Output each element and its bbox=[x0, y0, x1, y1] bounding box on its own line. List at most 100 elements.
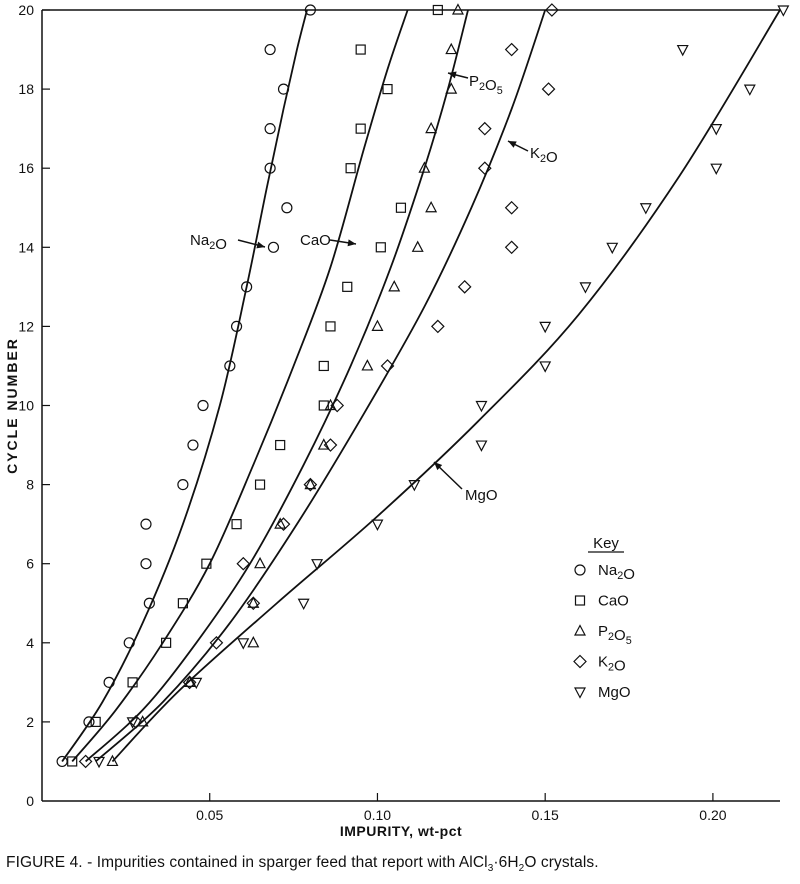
y-tick-label: 2 bbox=[26, 714, 34, 730]
data-point bbox=[545, 3, 559, 17]
data-point bbox=[504, 200, 519, 215]
y-axis-label: CYCLE NUMBER bbox=[4, 337, 20, 474]
x-tick-label: 0.10 bbox=[364, 807, 391, 823]
fit-curve bbox=[61, 9, 308, 762]
data-point bbox=[345, 163, 356, 174]
data-point bbox=[425, 200, 438, 213]
data-point bbox=[430, 319, 445, 334]
data-point bbox=[197, 399, 209, 412]
data-point bbox=[297, 598, 310, 611]
data-point bbox=[304, 4, 316, 16]
y-tick-label: 20 bbox=[18, 2, 34, 18]
y-tick-label: 6 bbox=[26, 556, 34, 572]
data-point bbox=[777, 5, 790, 17]
data-point bbox=[254, 556, 267, 569]
chart: 0 2 4 6 8 10 12 14 16 18 20 0.05 0.10 0.15 0.20 IMPURIT… bbox=[4, 2, 790, 839]
fit-curve bbox=[111, 9, 781, 763]
data-point bbox=[224, 360, 236, 372]
data-point bbox=[411, 240, 424, 252]
data-point bbox=[710, 124, 723, 136]
data-point bbox=[504, 42, 519, 57]
data-point bbox=[311, 559, 324, 571]
data-point bbox=[303, 477, 318, 492]
annotation-arrow-head bbox=[347, 239, 356, 247]
data-point bbox=[246, 596, 261, 611]
data-point bbox=[230, 320, 243, 332]
curve-label: CaO bbox=[300, 232, 331, 249]
data-point bbox=[90, 716, 101, 728]
data-point bbox=[140, 558, 152, 570]
x-tick-label: 0.20 bbox=[699, 807, 726, 823]
annotation-arrow-head bbox=[256, 241, 265, 249]
data-point bbox=[541, 82, 556, 96]
data-point bbox=[247, 596, 260, 608]
y-tick-label: 0 bbox=[26, 793, 34, 809]
curve-label: P2O5 bbox=[469, 73, 503, 97]
data-point bbox=[103, 676, 115, 688]
data-point bbox=[67, 756, 78, 767]
y-tick-label: 10 bbox=[18, 398, 34, 414]
data-point bbox=[275, 439, 286, 451]
data-point bbox=[106, 754, 119, 767]
data-point bbox=[190, 677, 203, 690]
figure-caption: FIGURE 4. - Impurities contained in spar… bbox=[6, 854, 796, 874]
data-point bbox=[375, 242, 386, 253]
legend-label: Na2O bbox=[598, 562, 635, 583]
data-point bbox=[432, 4, 443, 16]
data-point bbox=[78, 754, 93, 769]
caption-sub-2: 2 bbox=[518, 863, 525, 875]
data-point bbox=[183, 675, 196, 687]
data-point bbox=[187, 439, 199, 451]
data-point bbox=[126, 717, 139, 729]
data-point bbox=[380, 359, 395, 373]
caption-sub-3: 3 bbox=[487, 863, 494, 875]
x-tick-label: 0.05 bbox=[196, 807, 223, 823]
data-point bbox=[237, 638, 250, 650]
legend-marker bbox=[574, 595, 586, 606]
data-point bbox=[264, 162, 276, 174]
data-point bbox=[143, 597, 155, 609]
y-tick-label: 12 bbox=[18, 318, 34, 334]
data-point bbox=[457, 280, 472, 294]
data-point bbox=[342, 281, 353, 292]
data-point bbox=[676, 44, 689, 57]
data-point bbox=[451, 3, 464, 15]
data-point bbox=[264, 123, 276, 135]
data-point bbox=[241, 281, 253, 293]
legend-label: CaO bbox=[598, 593, 629, 610]
legend-marker bbox=[574, 564, 586, 576]
y-tick-label: 16 bbox=[18, 160, 34, 176]
data-point bbox=[355, 44, 366, 55]
caption-middle: ·6H bbox=[493, 854, 519, 871]
annotation-arrow-head bbox=[448, 71, 457, 79]
data-point bbox=[325, 321, 336, 332]
data-point bbox=[639, 203, 652, 215]
data-point bbox=[355, 123, 366, 134]
data-point bbox=[395, 202, 407, 213]
curve-label: MgO bbox=[465, 487, 498, 504]
y-tick-label: 14 bbox=[18, 239, 34, 255]
data-point bbox=[418, 161, 431, 173]
data-point bbox=[83, 716, 95, 728]
data-point bbox=[371, 319, 384, 331]
data-point bbox=[382, 83, 393, 95]
legend-label: P2O5 bbox=[598, 623, 632, 647]
data-point bbox=[579, 282, 592, 294]
data-point bbox=[277, 83, 290, 95]
data-point bbox=[318, 400, 329, 411]
legend-marker bbox=[574, 687, 586, 699]
data-point bbox=[710, 163, 723, 175]
x-axis-label: IMPURITY, wt-pct bbox=[340, 823, 462, 839]
legend-label: MgO bbox=[598, 684, 631, 701]
data-point bbox=[477, 121, 492, 136]
data-point bbox=[477, 161, 492, 176]
data-point bbox=[330, 398, 345, 413]
data-point bbox=[504, 240, 519, 255]
data-point bbox=[129, 715, 143, 729]
data-point bbox=[254, 479, 266, 490]
data-point bbox=[201, 558, 212, 569]
legend-label: K2O bbox=[598, 654, 626, 675]
annotation-arrow-head bbox=[434, 462, 443, 471]
data-point bbox=[445, 82, 458, 94]
caption-prefix: FIGURE 4. - Impurities contained in spar… bbox=[6, 854, 488, 871]
